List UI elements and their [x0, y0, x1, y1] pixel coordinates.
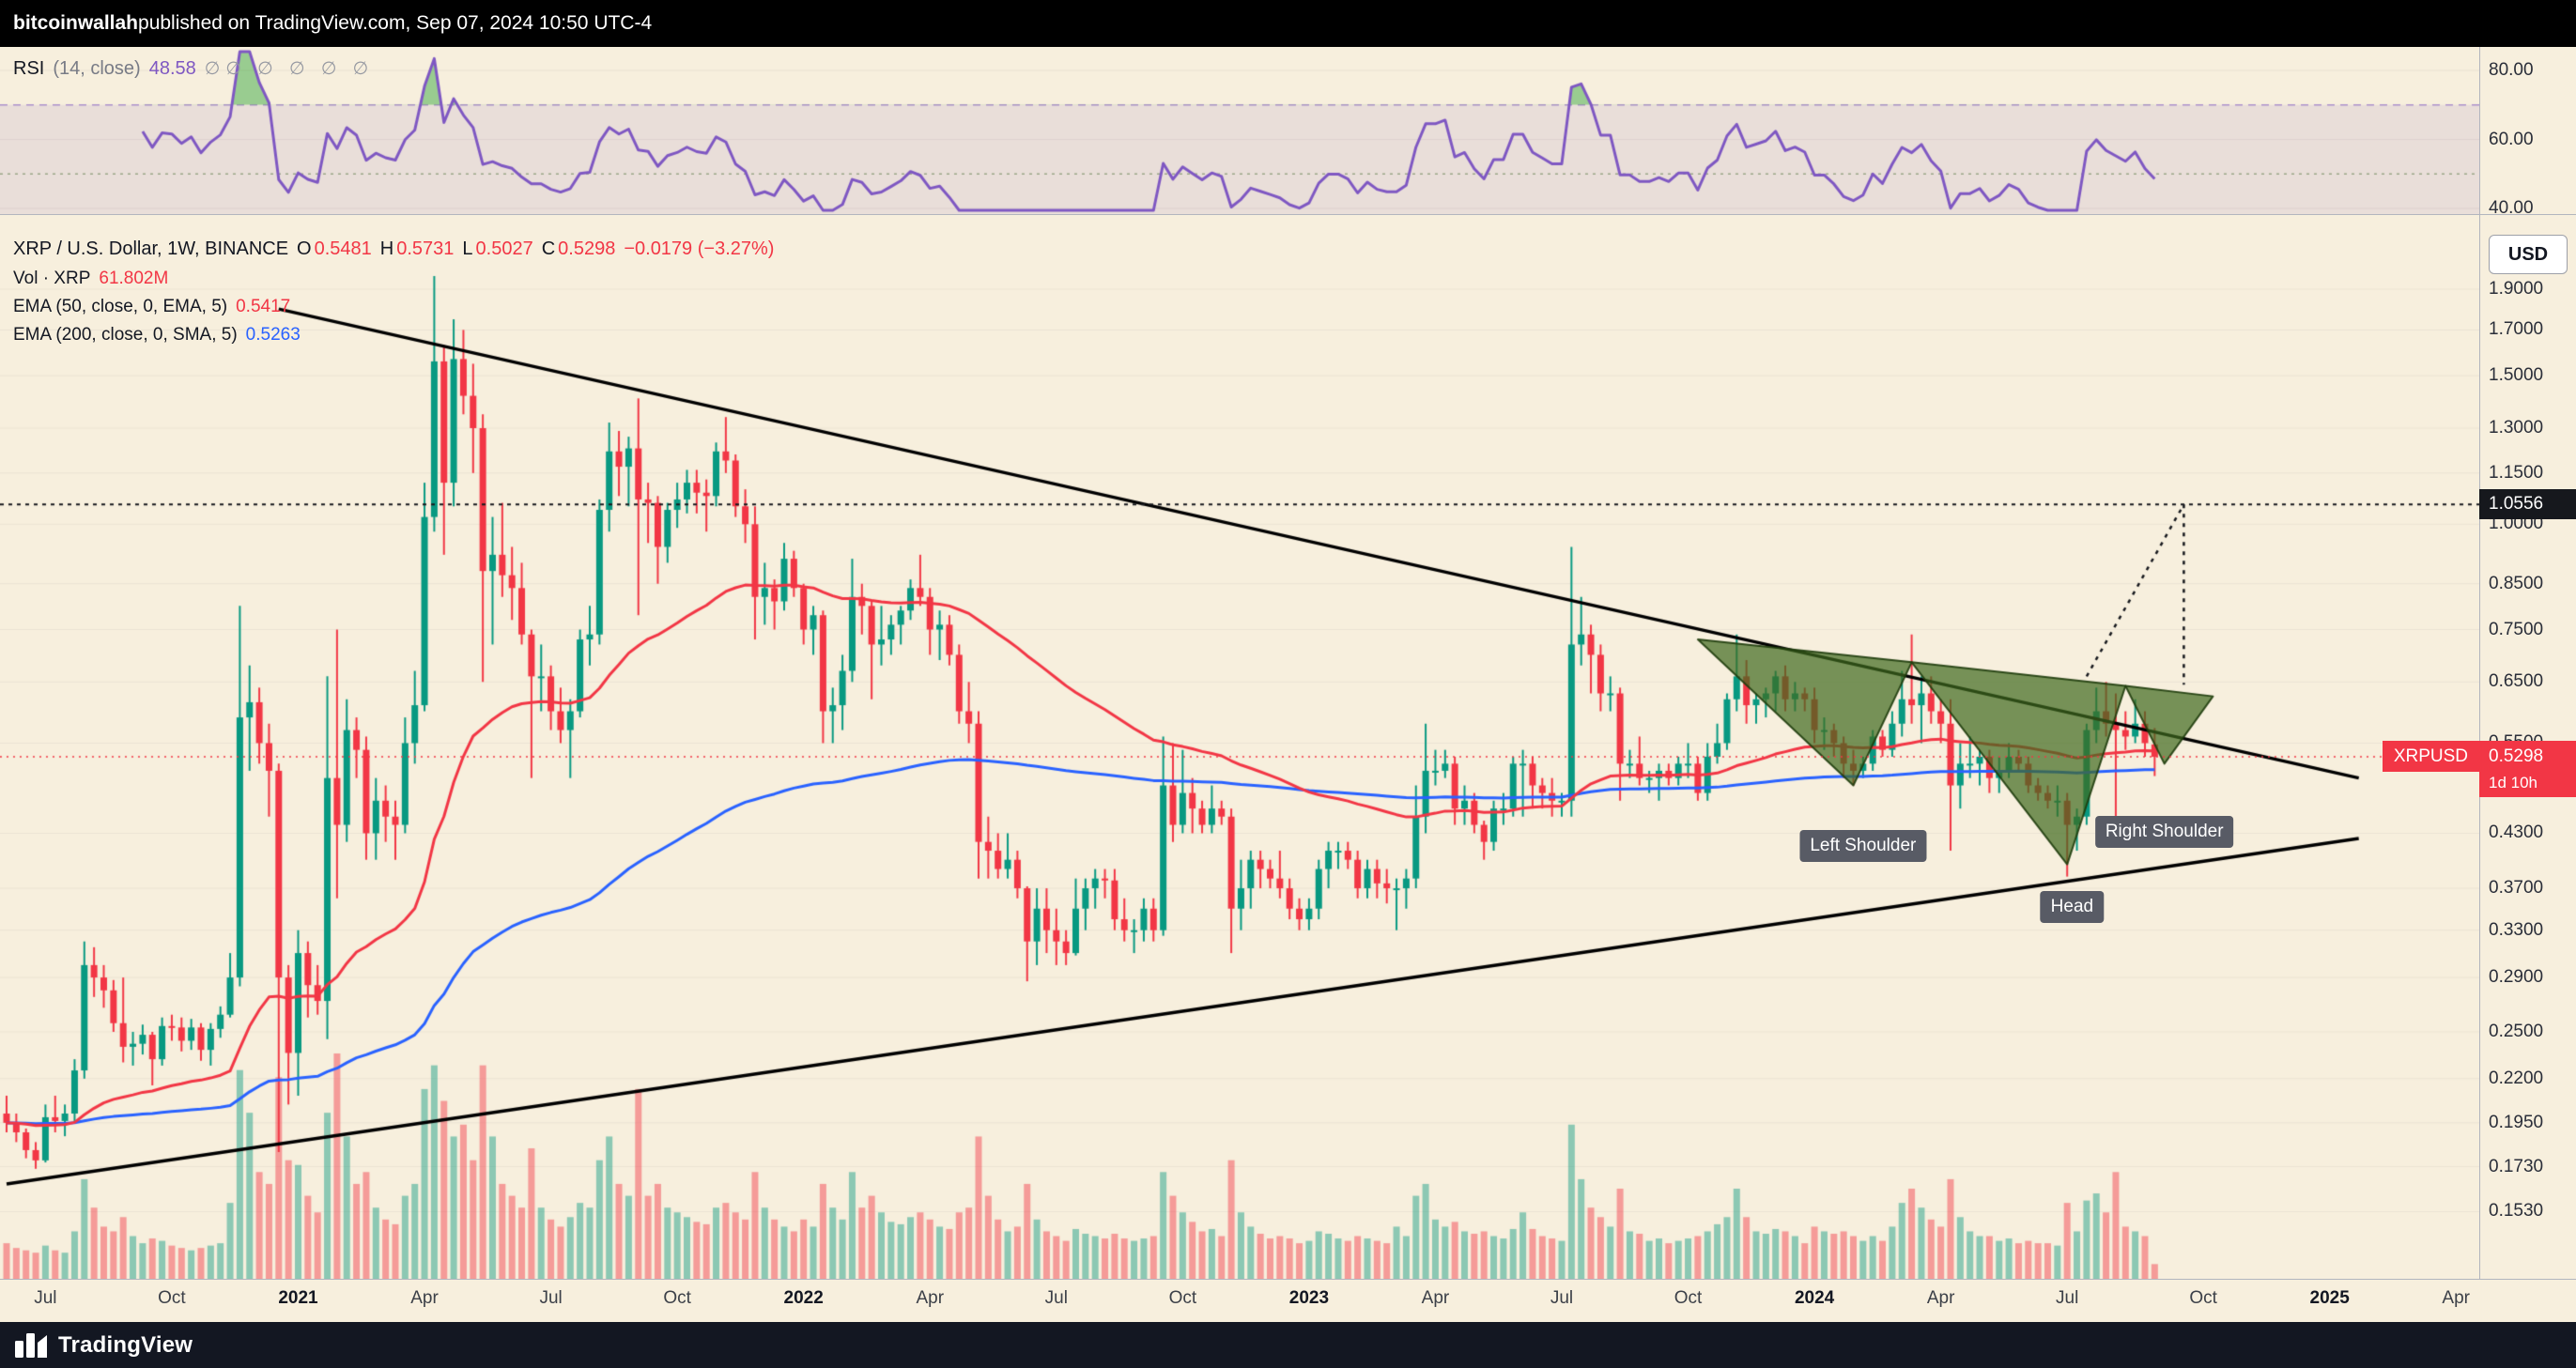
price-axis-label: 0.4300 [2489, 822, 2544, 843]
tradingview-brand-text: TradingView [58, 1331, 193, 1358]
time-axis-label: 2022 [783, 1288, 824, 1308]
time-axis-label: Oct [663, 1288, 691, 1308]
pattern-label-right-shoulder: Right Shoulder [2094, 815, 2234, 848]
price-pane: XRP / U.S. Dollar, 1W, BINANCE O 0.5481 H… [0, 214, 2479, 1279]
attribution-bar: bitcoinwallah published on TradingView.c… [0, 0, 2576, 47]
rsi-pane: RSI (14, close) 48.58 ∅∅ ∅ ∅ ∅ ∅ [0, 47, 2479, 214]
rsi-legend-title: RSI [13, 58, 45, 79]
pane-separator[interactable] [0, 214, 2576, 215]
tradingview-footer: TradingView [0, 1322, 2576, 1368]
time-axis-label: Apr [1926, 1288, 1955, 1308]
price-axis-label: 0.2500 [2489, 1021, 2544, 1041]
price-axis-label: 0.8500 [2489, 573, 2544, 593]
volume-legend[interactable]: Vol · XRP 61.802M [13, 269, 168, 289]
time-axis-label: Jul [539, 1288, 563, 1308]
price-axis-label: 0.1530 [2489, 1201, 2544, 1222]
pattern-label-head: Head [2040, 890, 2105, 923]
symbol-price-label: XRPUSD [2382, 741, 2479, 773]
price-axis-label: 0.7500 [2489, 619, 2544, 639]
close-value: 0.5298 [558, 238, 616, 259]
price-axis-label: 0.3700 [2489, 878, 2544, 899]
rsi-hidden-values: ∅∅ ∅ ∅ ∅ ∅ [204, 59, 375, 79]
ema50-legend[interactable]: EMA (50, close, 0, EMA, 5) 0.5417 [13, 297, 290, 317]
price-axis-label: 0.6500 [2489, 671, 2544, 692]
attribution-text: published on TradingView.com, Sep 07, 20… [138, 12, 653, 34]
time-axis-label: Oct [1168, 1288, 1197, 1308]
ema200-label: EMA (200, close, 0, SMA, 5) [13, 325, 238, 345]
time-axis-label: Jul [2056, 1288, 2079, 1308]
low-value: 0.5027 [475, 238, 533, 259]
low-label: L [462, 238, 473, 259]
change-value: −0.0179 (−3.27%) [624, 238, 775, 259]
price-axis-separator [2479, 47, 2480, 1279]
price-axis-label: 1.9000 [2489, 279, 2544, 299]
ema50-value: 0.5417 [236, 297, 291, 316]
rsi-axis-label: 80.00 [2489, 60, 2534, 80]
time-axis-label: Jul [1550, 1288, 1574, 1308]
price-axis-label: 0.3300 [2489, 919, 2544, 940]
last-price-value: 0.5298 [2489, 746, 2544, 767]
open-value: 0.5481 [314, 238, 372, 259]
rsi-legend-params: (14, close) [53, 58, 141, 79]
rsi-legend[interactable]: RSI (14, close) 48.58 ∅∅ ∅ ∅ ∅ ∅ [13, 58, 374, 80]
last-price-tag: 0.5298 1d 10h [2479, 741, 2576, 798]
price-axis-label: 0.2900 [2489, 967, 2544, 988]
ema50-label: EMA (50, close, 0, EMA, 5) [13, 297, 228, 316]
rsi-axis-label: 60.00 [2489, 129, 2534, 149]
time-axis-label: Apr [410, 1288, 439, 1308]
open-label: O [297, 238, 312, 259]
time-axis-label: 2021 [278, 1288, 318, 1308]
volume-value: 61.802M [99, 269, 169, 288]
attribution-username: bitcoinwallah [13, 12, 139, 34]
time-axis-label: 2023 [1288, 1288, 1330, 1308]
bar-countdown: 1d 10h [2489, 774, 2537, 792]
price-axis-label: 0.1730 [2489, 1156, 2544, 1176]
time-axis-label: Apr [916, 1288, 945, 1308]
close-label: C [541, 238, 556, 259]
price-axis-label: 1.5000 [2489, 365, 2544, 386]
time-axis-label: Apr [2442, 1288, 2470, 1308]
high-label: H [379, 238, 394, 259]
price-axis[interactable]: 1.9000 1.7000 1.5000 1.3000 1.1500 1.0000 0.85… [2479, 0, 2576, 1322]
ema200-value: 0.5263 [245, 325, 301, 345]
rsi-axis-label: 40.00 [2489, 198, 2534, 218]
price-axis-label: 1.3000 [2489, 418, 2544, 438]
target-price-tag: 1.0556 [2479, 489, 2576, 520]
time-axis-label: Apr [1421, 1288, 1450, 1308]
symbol-title: XRP / U.S. Dollar, 1W, BINANCE [13, 238, 289, 259]
time-axis-label: Oct [158, 1288, 186, 1308]
price-axis-label: 1.1500 [2489, 462, 2544, 483]
price-axis-label: 0.1950 [2489, 1112, 2544, 1132]
rsi-chart-canvas[interactable] [0, 47, 2479, 214]
price-axis-label: 1.7000 [2489, 319, 2544, 340]
pattern-label-left-shoulder: Left Shoulder [1799, 830, 1927, 863]
tradingview-logo-link[interactable]: TradingView [15, 1332, 193, 1359]
price-axis-label: 0.2200 [2489, 1068, 2544, 1088]
time-axis-label: Oct [1674, 1288, 1703, 1308]
high-value: 0.5731 [396, 238, 455, 259]
ema200-legend[interactable]: EMA (200, close, 0, SMA, 5) 0.5263 [13, 325, 301, 346]
rsi-value: 48.58 [148, 58, 196, 79]
time-axis-label: Oct [2189, 1288, 2217, 1308]
currency-toggle-button[interactable]: USD [2489, 235, 2568, 274]
time-axis-label: Jul [34, 1288, 57, 1308]
time-axis-label: 2024 [1794, 1288, 1835, 1308]
volume-label: Vol · XRP [13, 269, 91, 288]
time-axis-label: 2025 [2309, 1288, 2350, 1308]
time-axis[interactable]: Jul Oct 2021 Apr Jul Oct 2022 Apr Jul Oct 2023 Apr J… [0, 1280, 2576, 1322]
time-axis-separator [0, 1279, 2576, 1280]
symbol-legend[interactable]: XRP / U.S. Dollar, 1W, BINANCE O 0.5481 H… [13, 238, 774, 260]
time-axis-label: Jul [1044, 1288, 1068, 1308]
price-chart-canvas[interactable] [0, 214, 2479, 1279]
tradingview-logo-icon [15, 1332, 47, 1358]
